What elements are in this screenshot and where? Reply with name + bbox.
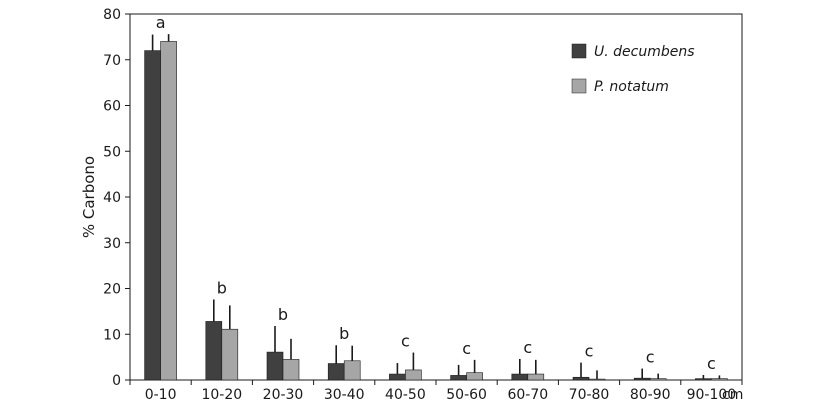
significance-labels: a b b b c c c c c c — [156, 13, 716, 373]
x-tick-label: 90-100 — [687, 387, 737, 403]
x-tick-label: 10-20 — [201, 387, 242, 403]
bar-series-2 — [649, 378, 667, 381]
y-tick-label: 80 — [103, 7, 121, 23]
x-tick-label: 50-60 — [446, 387, 487, 403]
significance-label: c — [523, 338, 532, 357]
legend-swatch — [571, 43, 587, 59]
bar-series-2 — [221, 328, 239, 381]
bar-series-1 — [327, 363, 345, 381]
bar-series-2 — [160, 41, 177, 381]
bar-series-2 — [527, 373, 545, 381]
x-tick-label: 60-70 — [507, 387, 548, 403]
y-tick-label: 40 — [103, 190, 121, 206]
x-tick-label: 30-40 — [324, 387, 365, 403]
significance-label: b — [339, 324, 349, 343]
bar-series-2 — [711, 378, 728, 381]
bar-series-1 — [450, 375, 467, 381]
x-tick-label: 0-10 — [145, 387, 177, 403]
bar-series-1 — [389, 373, 406, 381]
x-tick-label: 70-80 — [569, 387, 610, 403]
error-bars-layer — [151, 34, 721, 380]
y-tick-label: 0 — [112, 373, 121, 389]
significance-label: a — [156, 13, 166, 32]
x-tick-label: 40-50 — [385, 387, 426, 403]
bar-series-1 — [205, 321, 223, 381]
legend-label: U. decumbens — [594, 44, 695, 60]
bar-series-2 — [588, 378, 606, 381]
bar-series-1 — [695, 378, 712, 381]
bar-series-1 — [633, 377, 651, 381]
y-tick-label: 30 — [103, 236, 121, 252]
significance-label: c — [646, 348, 655, 367]
x-axis: 0-10 10-20 20-30 30-40 40-50 50-60 60-70 70-80 8… — [129, 380, 743, 403]
legend: U. decumbens P. notatum — [571, 43, 695, 95]
significance-label: b — [217, 278, 227, 297]
bar-series-1 — [511, 373, 529, 381]
y-tick-label: 70 — [103, 53, 121, 69]
significance-label: b — [278, 305, 288, 324]
bar-series-1 — [266, 351, 284, 381]
x-axis-unit: cm — [722, 387, 743, 403]
significance-label: c — [585, 342, 594, 361]
y-tick-label: 10 — [103, 327, 121, 343]
bar-series-2 — [343, 360, 361, 381]
legend-swatch — [571, 78, 587, 94]
y-tick-label: 60 — [103, 99, 121, 115]
x-tick-label: 20-30 — [263, 387, 304, 403]
y-tick-label: 50 — [103, 144, 121, 160]
significance-label: c — [401, 332, 410, 351]
significance-label: c — [707, 354, 716, 373]
y-axis-title: % Carbono — [80, 156, 98, 238]
legend-label: P. notatum — [594, 79, 669, 95]
bar-series-2 — [405, 369, 422, 381]
bar-series-1 — [572, 376, 590, 381]
y-tick-label: 20 — [103, 282, 121, 298]
bars-layer — [144, 41, 728, 381]
significance-label: c — [462, 339, 471, 358]
x-tick-label: 80-90 — [630, 387, 671, 403]
bar-series-1 — [144, 50, 161, 381]
bar-series-2 — [282, 359, 300, 381]
y-axis: 0 10 20 30 40 50 60 70 80 — [103, 7, 130, 389]
bar-series-2 — [466, 372, 483, 381]
